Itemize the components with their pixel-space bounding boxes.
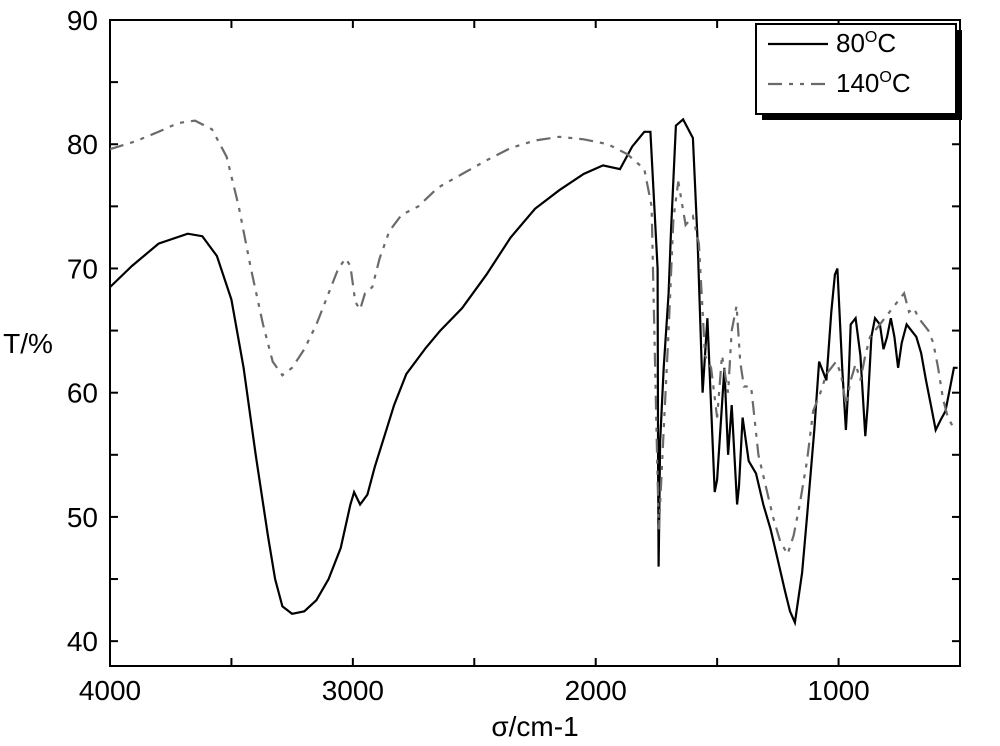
y-tick-label: 80 (67, 129, 98, 160)
y-tick-label: 50 (67, 502, 98, 533)
y-tick-label: 90 (67, 5, 98, 36)
x-tick-label: 4000 (79, 675, 141, 706)
x-tick-label: 1000 (807, 675, 869, 706)
x-tick-label: 3000 (322, 675, 384, 706)
x-axis-label: σ/cm-1 (491, 711, 578, 742)
y-tick-label: 70 (67, 253, 98, 284)
series-line-80C (110, 119, 958, 622)
chart-svg: 4000300020001000405060708090σ/cm-1T/%80O… (0, 0, 1000, 746)
y-axis-label: T/% (3, 328, 53, 359)
x-tick-label: 2000 (565, 675, 627, 706)
legend-label: 140OC (836, 68, 911, 98)
y-tick-label: 40 (67, 626, 98, 657)
ftir-spectrum-chart: 4000300020001000405060708090σ/cm-1T/%80O… (0, 0, 1000, 746)
y-tick-label: 60 (67, 378, 98, 409)
